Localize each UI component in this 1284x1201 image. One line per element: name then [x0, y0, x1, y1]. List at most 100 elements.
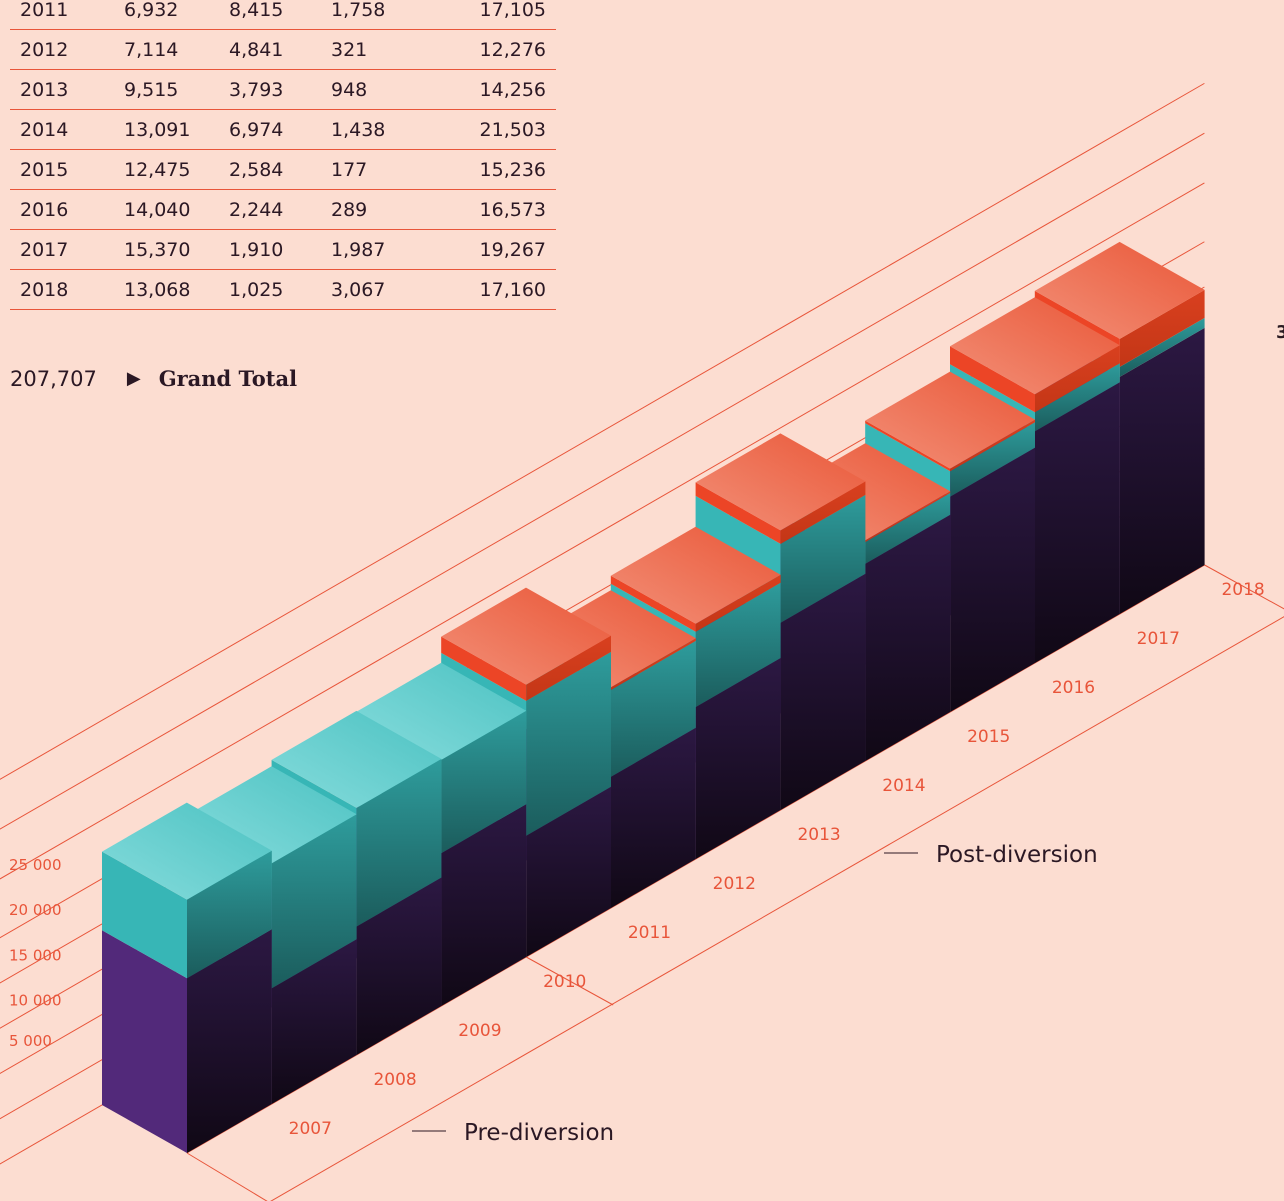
table-cell: 2012 — [10, 29, 114, 70]
table-cell: 12,276 — [451, 29, 556, 70]
table-cell: 2014 — [10, 109, 114, 150]
bar-segment-red-side — [1119, 289, 1205, 367]
bar-segment-red-front — [695, 482, 781, 544]
bar-segment-purple-side — [1119, 327, 1205, 614]
year-label: 2015 — [967, 727, 1010, 747]
bar-segment-teal-front — [865, 423, 951, 497]
bar-segment-purple-side — [441, 804, 527, 1006]
table-cell: 1,987 — [321, 229, 451, 270]
year-label: 2010 — [543, 972, 586, 992]
bar-top-face — [271, 710, 442, 808]
bar-top-face — [610, 526, 781, 624]
bar-2007 — [102, 802, 272, 1153]
bar-segment-teal-side — [950, 422, 1035, 497]
bar-segment-teal-side — [1119, 317, 1205, 377]
year-label: 2018 — [1221, 580, 1264, 600]
table-cell: 177 — [321, 149, 451, 190]
table-cell: 321 — [321, 29, 451, 70]
year-label: 2007 — [289, 1119, 332, 1139]
chart-background: 5 000 10 000 15 000 20 000 25 000 2007 2008 200… — [0, 82, 1284, 1201]
table-cell: 16,573 — [451, 189, 556, 230]
bar-segment-purple-side — [780, 573, 866, 810]
table-cell: 2,244 — [219, 189, 321, 230]
y-tick-label: 25 000 — [9, 856, 62, 874]
table-cell: 14,256 — [451, 69, 556, 110]
floor-divider — [525, 956, 614, 1006]
bar-top-face — [102, 802, 272, 900]
table-row: 2015 12,475 2,584 177 15,236 — [10, 149, 556, 190]
table-row: 2018 13,068 1,025 3,067 17,160 — [10, 269, 556, 310]
bar-segment-teal-front — [102, 851, 187, 979]
bar-segment-teal-side — [1035, 363, 1120, 432]
bar-top-face — [1034, 241, 1205, 339]
year-label: 2008 — [373, 1070, 416, 1090]
bar-segment-purple-side — [611, 727, 696, 908]
table-cell: 2015 — [10, 149, 114, 190]
bar-segment-red-front — [950, 346, 1035, 413]
bar-segment-teal-side — [441, 710, 527, 854]
bar-segment-red-side — [611, 638, 696, 690]
bar-segment-teal-side — [271, 814, 357, 989]
table-row: 2012 7,114 4,841 321 12,276 — [10, 29, 556, 70]
bar-top-face — [695, 433, 866, 531]
bar-segment-red-side — [1035, 345, 1120, 413]
table-cell: 9,515 — [114, 69, 219, 110]
bar-segment-red-front — [441, 636, 527, 701]
table-cell: 2011 — [10, 0, 114, 30]
table-cell: 21,503 — [451, 109, 556, 150]
table-row: 2017 15,370 1,910 1,987 19,267 — [10, 229, 556, 270]
table-cell: 14,040 — [114, 189, 219, 230]
table-cell: 2018 — [10, 269, 114, 310]
y-tick-label: 20 000 — [9, 901, 62, 919]
grand-total-label: Grand Total — [158, 366, 298, 391]
table-cell: 2,584 — [219, 149, 321, 190]
data-table: 2011 6,932 8,415 1,758 17,105 2012 7,114 4,841 3… — [10, 0, 556, 310]
bar-segment-teal-side — [187, 850, 272, 979]
bar-segment-red-side — [780, 481, 866, 544]
bar-top-face — [865, 371, 1035, 469]
table-cell: 13,091 — [114, 109, 219, 150]
year-label: 2014 — [882, 776, 925, 796]
table-cell: 12,475 — [114, 149, 219, 190]
bar-segment-teal-side — [780, 494, 866, 623]
bars — [102, 241, 1205, 1153]
year-label: 2009 — [458, 1021, 501, 1041]
table-cell: 7,114 — [114, 29, 219, 70]
table-cell: 948 — [321, 69, 451, 110]
table-cell: 13,068 — [114, 269, 219, 310]
table-cell: 17,105 — [451, 0, 556, 30]
bar-top-face — [950, 297, 1120, 395]
year-label: 2011 — [628, 923, 671, 943]
table-cell: 3,793 — [219, 69, 321, 110]
table-cell: 1,758 — [321, 0, 451, 30]
year-label: 2016 — [1052, 678, 1095, 698]
bar-segment-purple-side — [356, 877, 442, 1055]
table-cell: 3,067 — [321, 269, 451, 310]
floor-line — [270, 616, 1284, 1201]
table-cell: 15,370 — [114, 229, 219, 270]
year-label: 2013 — [797, 825, 840, 845]
table-row: 2013 9,515 3,793 948 14,256 — [10, 69, 556, 110]
bar-segment-teal-side — [695, 582, 781, 707]
floor-divider — [1204, 564, 1284, 610]
table-cell: 4,841 — [219, 29, 321, 70]
bar-segment-red-side — [950, 419, 1035, 472]
table-cell: 15,236 — [451, 149, 556, 190]
table-cell: 289 — [321, 189, 451, 230]
bar-segment-teal-side — [356, 758, 442, 927]
year-label: 2017 — [1137, 629, 1180, 649]
bar-segment-purple-side — [526, 786, 611, 957]
bar-segment-purple-side — [187, 929, 272, 1153]
edge-mark: 3 — [1276, 322, 1284, 343]
bar-segment-purple-side — [950, 447, 1035, 712]
play-arrow-icon: ▶ — [126, 368, 141, 389]
y-tick-label: 5 000 — [9, 1032, 52, 1050]
y-tick-label: 10 000 — [9, 992, 62, 1010]
bar-segment-red-side — [865, 491, 951, 542]
upper-gridline — [0, 82, 1205, 780]
grand-total: 207,707 ▶ Grand Total — [10, 366, 297, 391]
bar-top-face — [441, 587, 611, 685]
table-row: 2016 14,040 2,244 289 16,573 — [10, 189, 556, 230]
bar-segment-red-front — [610, 575, 696, 632]
